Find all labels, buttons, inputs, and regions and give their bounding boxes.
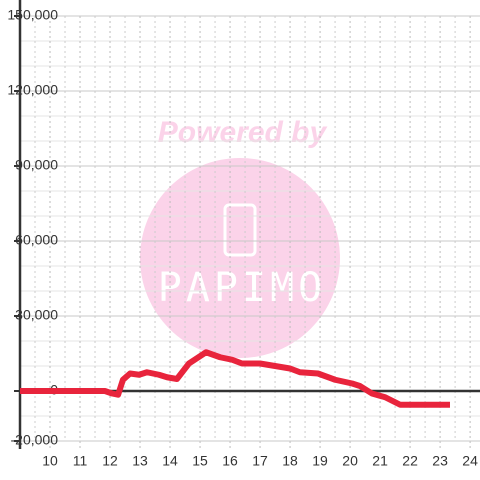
x-tick-label: 22 — [402, 453, 418, 469]
x-tick-label: 11 — [73, 453, 88, 469]
x-tick-label: 15 — [192, 453, 208, 469]
y-tick-label: 30,000 — [15, 307, 58, 323]
x-tick-label: 13 — [132, 453, 148, 469]
x-tick-label: 12 — [102, 453, 118, 469]
y-tick-label: 90,000 — [15, 157, 58, 173]
y-tick-label: 60,000 — [15, 232, 58, 248]
x-tick-label: 23 — [432, 453, 448, 469]
x-tick-label: 19 — [312, 453, 328, 469]
data-line — [20, 349, 450, 408]
x-tick-label: 24 — [462, 453, 478, 469]
y-tick-label: 150,000 — [7, 7, 58, 23]
watermark-icon — [223, 203, 257, 257]
y-tick-label: -20,000 — [11, 432, 59, 448]
x-tick-label: 21 — [372, 453, 388, 469]
watermark-logo: PAPIMO — [158, 265, 327, 311]
x-tick-label: 14 — [162, 453, 178, 469]
x-tick-label: 18 — [282, 453, 298, 469]
watermark-text: Powered by — [158, 116, 328, 149]
x-tick-label: 16 — [222, 453, 238, 469]
y-tick-label: 120,000 — [7, 82, 58, 98]
x-tick-label: 17 — [252, 453, 268, 469]
x-tick-label: 10 — [42, 453, 58, 469]
x-tick-label: 20 — [342, 453, 358, 469]
